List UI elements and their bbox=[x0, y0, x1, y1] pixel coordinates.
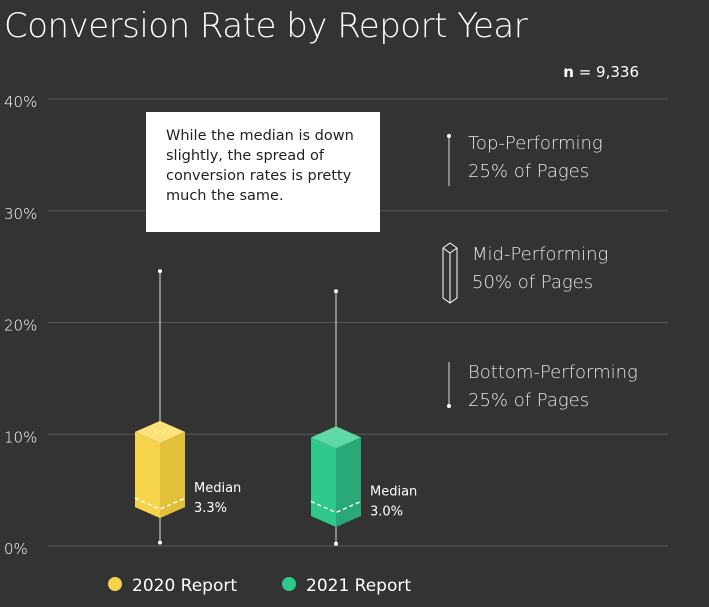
box-1 bbox=[134, 269, 186, 545]
whisker-high-dot bbox=[334, 289, 338, 294]
box-front-face bbox=[135, 431, 160, 519]
whisker-high-dot bbox=[158, 269, 162, 274]
median-value: 3.3% bbox=[194, 501, 227, 516]
whisker-low-dot bbox=[334, 541, 338, 546]
key-top-label-1: Top-Performing bbox=[468, 133, 603, 154]
legend-swatch bbox=[108, 577, 122, 591]
annotation-box: While the median is down slightly, the s… bbox=[146, 112, 380, 232]
chart-title: Conversion Rate by Report Year bbox=[4, 6, 528, 46]
whisker-low-dot bbox=[158, 540, 162, 545]
sample-size-label: n bbox=[563, 63, 574, 81]
key-mid-box bbox=[442, 242, 458, 304]
box-front-face bbox=[311, 437, 336, 528]
y-tick-label: 40% bbox=[4, 93, 37, 111]
y-tick-label: 30% bbox=[4, 205, 37, 223]
box-side-face bbox=[336, 437, 361, 528]
y-tick-label: 0% bbox=[4, 540, 28, 558]
key-bottom-dot bbox=[447, 404, 451, 408]
sample-size: n = 9,336 bbox=[563, 63, 639, 81]
legend-label: 2021 Report bbox=[306, 576, 411, 596]
median-line bbox=[134, 497, 186, 510]
box-2 bbox=[310, 289, 362, 546]
key-mid-label-1: Mid-Performing bbox=[472, 244, 608, 265]
legend-label: 2020 Report bbox=[132, 576, 237, 596]
box-side-face bbox=[160, 431, 185, 519]
legend-swatch bbox=[282, 577, 296, 591]
sample-size-value: 9,336 bbox=[596, 63, 639, 81]
key-top-dot bbox=[447, 134, 451, 138]
median-label: Median bbox=[194, 481, 241, 496]
median-line bbox=[310, 500, 362, 514]
y-tick-label: 20% bbox=[4, 317, 37, 335]
key-mid-label-2: 50% of Pages bbox=[472, 272, 593, 293]
y-tick-label: 10% bbox=[4, 428, 37, 446]
median-label: Median bbox=[370, 484, 417, 499]
key-top-label-2: 25% of Pages bbox=[468, 161, 589, 182]
box-top-face bbox=[135, 420, 185, 443]
key-bottom-label-1: Bottom-Performing bbox=[468, 362, 638, 383]
box-top-face bbox=[311, 426, 361, 449]
median-value: 3.0% bbox=[370, 504, 403, 519]
key-mid-box-edge bbox=[442, 247, 458, 254]
key-bottom-label-2: 25% of Pages bbox=[468, 390, 589, 411]
